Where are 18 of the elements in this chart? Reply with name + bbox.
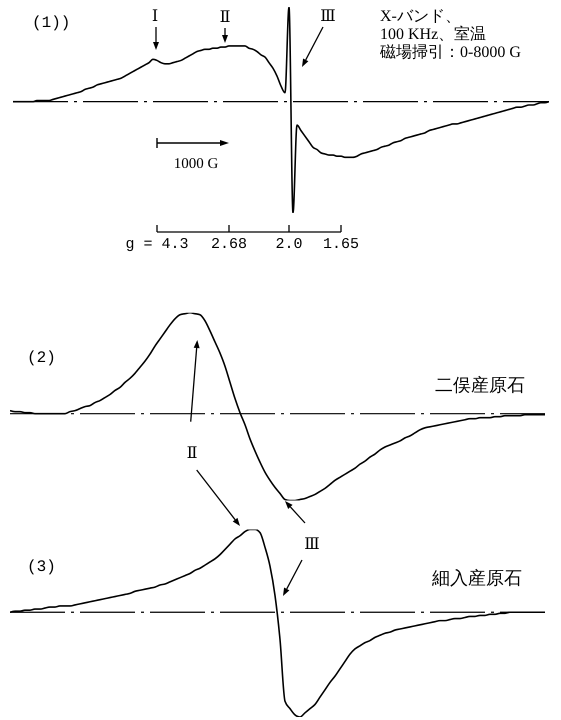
- annotation: Ⅲ: [320, 8, 336, 25]
- annotation: Ⅲ: [304, 536, 320, 553]
- x-tick-label: 2.68: [210, 236, 248, 253]
- x-tick-label: g = 4.3: [125, 236, 189, 253]
- x-tick-label: 1.65: [322, 236, 360, 253]
- chart-title: (1)): [32, 14, 70, 32]
- annotation: 細入産原石: [431, 568, 522, 588]
- annotation: Ⅱ: [220, 9, 230, 26]
- annotation: 100 KHz、室温: [380, 25, 486, 43]
- text: (2): [27, 349, 56, 367]
- x-tick-label: 2.0: [275, 236, 303, 253]
- annotation: X-バンド、: [380, 8, 461, 25]
- annotation: Ⅰ: [152, 8, 158, 25]
- text: (3): [27, 558, 56, 576]
- annotation: 磁場掃引：0-8000 G: [379, 44, 522, 61]
- annotation: 1000 G: [174, 156, 218, 172]
- annotation: 二俣産原石: [435, 375, 525, 395]
- annotation: Ⅱ: [186, 445, 198, 462]
